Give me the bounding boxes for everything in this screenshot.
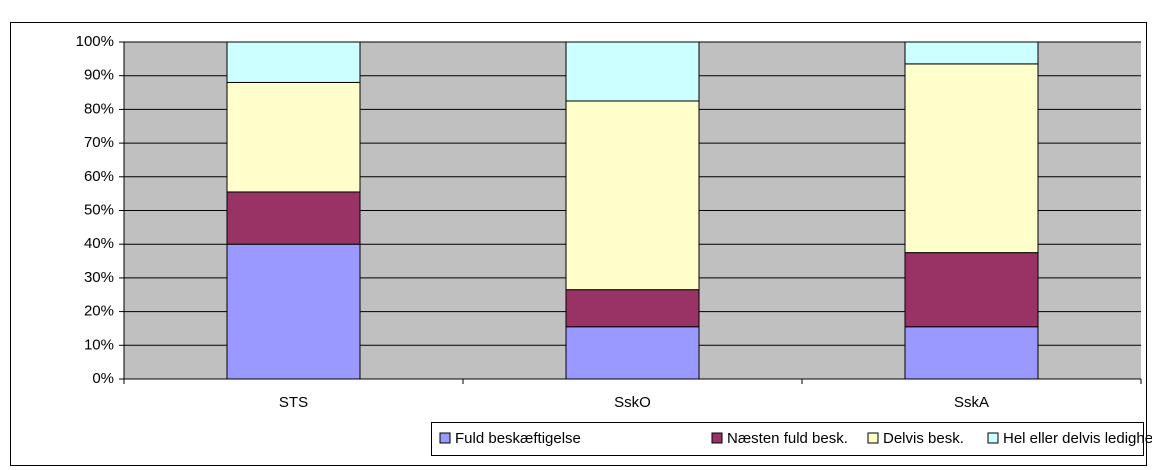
bar-segment <box>904 252 1039 328</box>
legend-label: Næsten fuld besk. <box>727 430 848 447</box>
bar-segment <box>226 243 361 380</box>
legend-label: Hel eller delvis ledighed <box>1003 430 1152 447</box>
y-tick-label: 10% <box>84 336 114 353</box>
bar-segment <box>226 81 361 193</box>
bar-segment <box>565 41 700 102</box>
bar-segment <box>565 100 700 291</box>
x-tick-label: STS <box>279 394 308 411</box>
x-tick-label: SskO <box>614 394 651 411</box>
legend-box <box>431 422 1144 456</box>
bar-segment <box>904 41 1039 65</box>
bar-segment <box>904 326 1039 380</box>
y-tick-label: 90% <box>84 67 114 84</box>
bar-segment <box>226 191 361 245</box>
y-tick-label: 40% <box>84 235 114 252</box>
bar-segment <box>904 63 1039 254</box>
bar-segment <box>565 326 700 380</box>
y-tick-label: 70% <box>84 134 114 151</box>
bar-segment <box>565 289 700 328</box>
y-tick-label: 30% <box>84 269 114 286</box>
y-tick-label: 100% <box>76 33 114 50</box>
y-tick-label: 0% <box>92 370 114 387</box>
x-tick-label: SskA <box>954 394 989 411</box>
legend-swatch <box>867 432 879 444</box>
legend-swatch <box>711 432 723 444</box>
legend-swatch <box>439 432 451 444</box>
y-tick-label: 20% <box>84 303 114 320</box>
legend-swatch <box>987 432 999 444</box>
y-tick-label: 60% <box>84 168 114 185</box>
legend-label: Delvis besk. <box>883 430 964 447</box>
bar-segment <box>226 41 361 83</box>
y-tick-label: 80% <box>84 100 114 117</box>
legend-label: Fuld beskæftigelse <box>455 430 581 447</box>
y-tick-label: 50% <box>84 201 114 218</box>
